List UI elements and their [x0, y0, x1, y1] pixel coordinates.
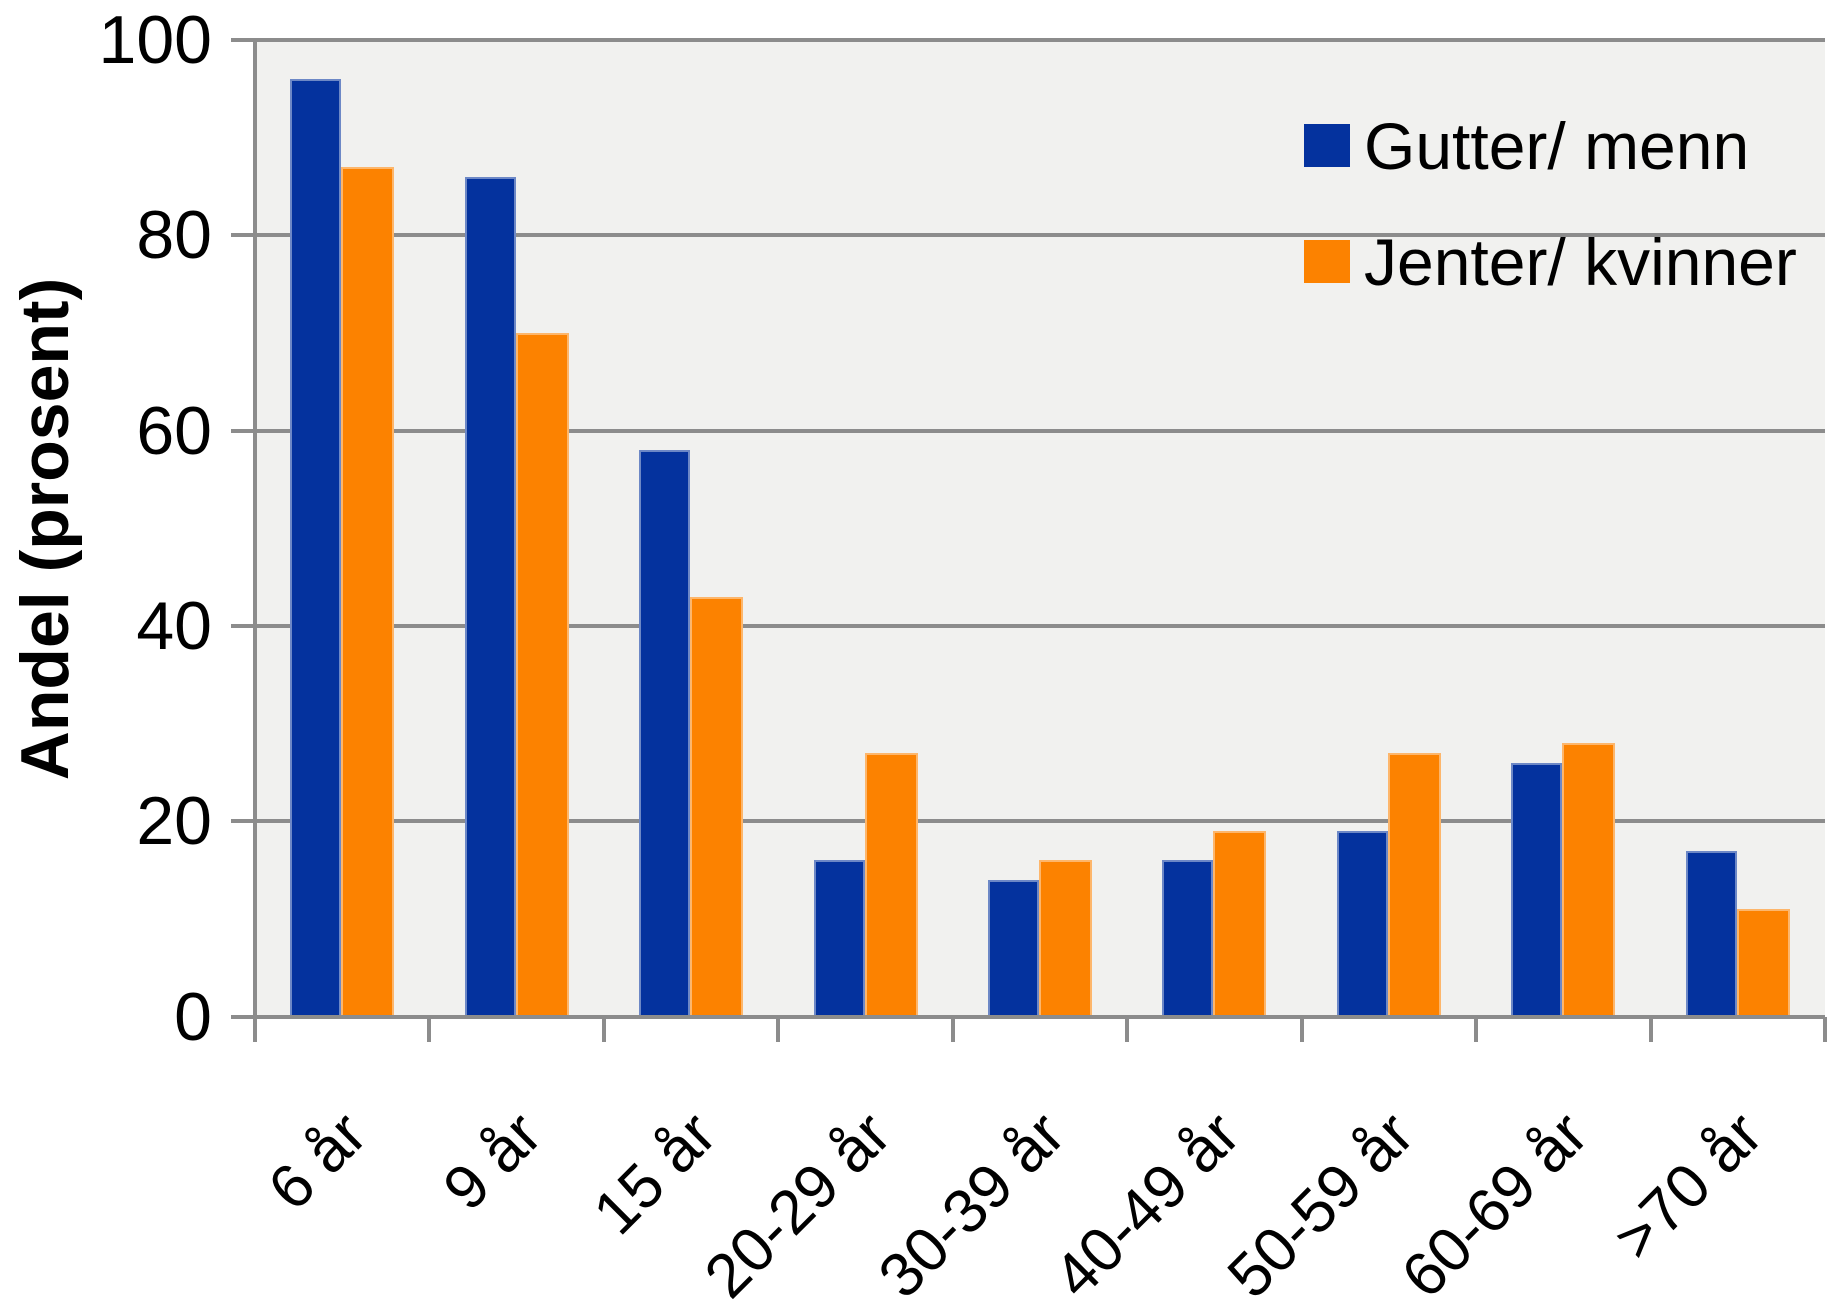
x-axis-line — [255, 1014, 1825, 1019]
bar-gutter-menn-9 år — [464, 176, 516, 1017]
y-tick-100 — [231, 38, 257, 43]
legend-swatch-gutter-menn — [1304, 124, 1350, 167]
bar-gutter-menn-30-39 år — [988, 879, 1039, 1017]
bar-gutter-menn-6 år — [290, 79, 342, 1017]
x-tick-5 — [1125, 1016, 1130, 1042]
legend-swatch-jenter-kvinner — [1304, 240, 1350, 283]
y-tick-40 — [231, 624, 257, 629]
x-axis-label-60-69 år: 60-69 år — [1389, 1099, 1602, 1305]
bar-gutter-menn-50-59 år — [1336, 831, 1388, 1017]
y-axis-line — [253, 38, 257, 1042]
bar-jenter-kvinner-30-39 år — [1039, 860, 1092, 1017]
x-tick-3 — [776, 1016, 781, 1042]
x-axis-label-9 år: 9 år — [430, 1099, 555, 1224]
y-tick-20 — [231, 819, 257, 824]
bar-gutter-menn-40-49 år — [1162, 860, 1214, 1017]
bar-gutter-menn-15 år — [639, 450, 691, 1017]
bar-jenter-kvinner-6 år — [341, 167, 395, 1017]
bar-gutter-menn->70 år — [1685, 850, 1737, 1017]
y-tick-label-0: 0 — [174, 978, 212, 1055]
y-tick-label-60: 60 — [136, 392, 212, 469]
y-tick-label-80: 80 — [136, 197, 212, 274]
y-axis-title: Andel (prosent) — [7, 277, 83, 781]
gridline-80 — [255, 233, 1825, 238]
x-axis-label-15 år: 15 år — [580, 1099, 730, 1248]
x-tick-0 — [253, 1016, 257, 1042]
bar-gutter-menn-20-29 år — [813, 860, 865, 1017]
bar-gutter-menn-60-69 år — [1511, 762, 1563, 1017]
x-tick-6 — [1299, 1016, 1304, 1042]
gridline-100 — [255, 38, 1825, 43]
legend-item-gutter-menn: Gutter/ menn — [1304, 111, 1749, 181]
bar-jenter-kvinner->70 år — [1736, 909, 1790, 1017]
y-tick-label-20: 20 — [136, 783, 212, 860]
x-axis-label-40-49 år: 40-49 år — [1040, 1099, 1253, 1305]
bar-jenter-kvinner-15 år — [690, 596, 744, 1017]
y-tick-label-100: 100 — [98, 2, 212, 79]
legend-item-jenter-kvinner: Jenter/ kvinner — [1304, 227, 1797, 297]
x-tick-7 — [1474, 1016, 1479, 1042]
bar-jenter-kvinner-60-69 år — [1562, 743, 1616, 1017]
x-axis-label->70 år: >70 år — [1601, 1099, 1776, 1274]
bar-jenter-kvinner-20-29 år — [864, 753, 918, 1017]
bar-jenter-kvinner-40-49 år — [1213, 831, 1267, 1017]
x-axis-label-50-59 år: 50-59 år — [1214, 1099, 1427, 1305]
bar-jenter-kvinner-50-59 år — [1387, 753, 1441, 1017]
gridline-40 — [255, 624, 1825, 629]
y-tick-80 — [231, 233, 257, 238]
x-tick-8 — [1648, 1016, 1653, 1042]
legend-label: Jenter/ kvinner — [1364, 224, 1797, 299]
x-tick-1 — [427, 1016, 432, 1042]
x-axis-label-30-39 år: 30-39 år — [865, 1099, 1078, 1305]
legend-label: Gutter/ menn — [1364, 108, 1750, 183]
gridline-60 — [255, 428, 1825, 433]
x-axis-label-20-29 år: 20-29 år — [691, 1099, 904, 1305]
y-tick-60 — [231, 428, 257, 433]
x-axis-label-6 år: 6 år — [255, 1099, 381, 1224]
x-tick-2 — [601, 1016, 606, 1042]
x-tick-4 — [950, 1016, 955, 1042]
x-tick-9 — [1823, 1016, 1827, 1042]
y-tick-0 — [231, 1014, 257, 1019]
bar-jenter-kvinner-9 år — [515, 333, 569, 1017]
y-tick-label-40: 40 — [136, 588, 212, 665]
gridline-20 — [255, 819, 1825, 824]
